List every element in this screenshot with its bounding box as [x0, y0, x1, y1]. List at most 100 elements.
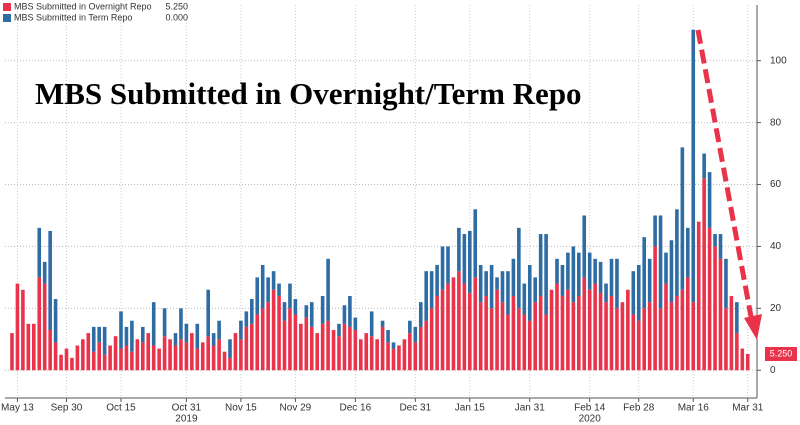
bar-segment: [228, 339, 232, 358]
bar-segment: [429, 308, 434, 371]
bar-segment: [130, 320, 134, 352]
arrow-shaft: [695, 29, 755, 323]
bar-segment: [440, 246, 445, 290]
bar-segment: [729, 295, 734, 371]
bar-segment: [228, 357, 232, 371]
bar-segment: [271, 289, 276, 371]
bar-segment: [277, 283, 281, 296]
bar-segment: [724, 308, 728, 371]
bar-segment: [369, 336, 374, 371]
bar-segment: [239, 320, 243, 340]
bar-segment: [391, 348, 396, 371]
bar-segment: [162, 336, 167, 371]
bar-segment: [489, 265, 494, 309]
x-tick-label: Jan 15: [455, 403, 485, 414]
bar-segment: [696, 221, 701, 371]
bar-segment: [195, 348, 200, 371]
bar-segment: [53, 342, 58, 371]
bar-segment: [304, 317, 309, 371]
bar-segment: [555, 283, 559, 371]
bar-segment: [691, 29, 696, 303]
bar-segment: [179, 339, 183, 371]
bar-segment: [326, 258, 330, 321]
bar-segment: [119, 348, 123, 371]
bar-segment: [113, 336, 118, 371]
bar-segment: [506, 314, 510, 371]
x-tick-label: Feb 28: [623, 403, 655, 414]
bar-segment: [162, 308, 167, 337]
bar-segment: [353, 330, 358, 371]
bar-segment: [538, 295, 543, 371]
bar-segment: [375, 339, 379, 371]
bar-segment: [380, 326, 385, 371]
y-tick-label: 80: [770, 117, 782, 128]
bar-segment: [53, 299, 58, 343]
bar-segment: [32, 323, 36, 371]
bar-segment: [391, 342, 396, 349]
bar-segment: [707, 227, 712, 371]
bar-segment: [424, 320, 428, 371]
legend-value: 5.250: [165, 1, 188, 11]
bar-segment: [288, 283, 292, 309]
bar-segment: [517, 227, 521, 309]
y-tick-label: 0: [770, 365, 776, 376]
bar-segment: [457, 227, 461, 272]
bar-segment: [517, 308, 521, 371]
bar-segment: [647, 258, 652, 303]
x-tick-label: Jan 31: [515, 403, 545, 414]
bar-segment: [713, 234, 717, 247]
bar-segment: [337, 336, 341, 371]
bar-segment: [266, 302, 270, 371]
bar-segment: [658, 308, 663, 371]
legend-label: MBS Submitted in Term Repo: [14, 12, 132, 22]
bar-segment: [250, 299, 254, 324]
bar-segment: [293, 314, 298, 371]
bar-segment: [386, 330, 390, 343]
legend-label: MBS Submitted in Overnight Repo: [14, 1, 152, 11]
bar-segment: [141, 342, 145, 371]
bar-segment: [582, 215, 587, 278]
bar-segment: [244, 326, 249, 371]
bar-segment: [200, 342, 205, 371]
x-tick-label: Oct 15: [106, 403, 136, 414]
legend-value: 0.000: [165, 12, 188, 22]
chart-title: MBS Submitted in Overnight/Term Repo: [35, 76, 582, 111]
bar-segment: [408, 333, 412, 371]
bar-segment: [718, 234, 723, 259]
x-tick-label: Mar 16: [678, 403, 710, 414]
bar-segment: [211, 345, 216, 371]
bar-segment: [288, 308, 292, 371]
bar-segment: [293, 299, 298, 315]
bar-segment: [527, 265, 532, 321]
bar-segment: [42, 261, 47, 284]
bar-segment: [342, 323, 347, 371]
bar-segment: [173, 345, 178, 371]
bar-segment: [440, 289, 445, 371]
bar-segment: [587, 252, 592, 290]
bar-segment: [10, 333, 14, 371]
bar-segment: [206, 289, 210, 337]
bar-segment: [151, 345, 156, 371]
bar-segment: [135, 339, 140, 371]
x-tick-label: Nov 15: [225, 403, 257, 414]
bar-segment: [604, 302, 608, 371]
bar-segment: [571, 246, 576, 303]
bar-segment: [217, 320, 221, 340]
bar-segment: [266, 277, 270, 303]
bar-segment: [555, 258, 559, 284]
bar-segment: [724, 258, 728, 309]
bar-segment: [141, 326, 145, 343]
bar-segment: [184, 342, 189, 371]
bar-segment: [309, 326, 314, 371]
bar-segment: [402, 339, 407, 371]
bar-segment: [593, 258, 597, 284]
bar-segment: [620, 302, 625, 371]
bar-segment: [478, 302, 483, 371]
bar-segment: [124, 326, 129, 346]
x-tick-label: Nov 29: [280, 403, 312, 414]
last-value-box: [765, 346, 797, 361]
bar-segment: [424, 271, 428, 321]
bar-segment: [544, 234, 548, 315]
bar-segment: [244, 311, 249, 327]
